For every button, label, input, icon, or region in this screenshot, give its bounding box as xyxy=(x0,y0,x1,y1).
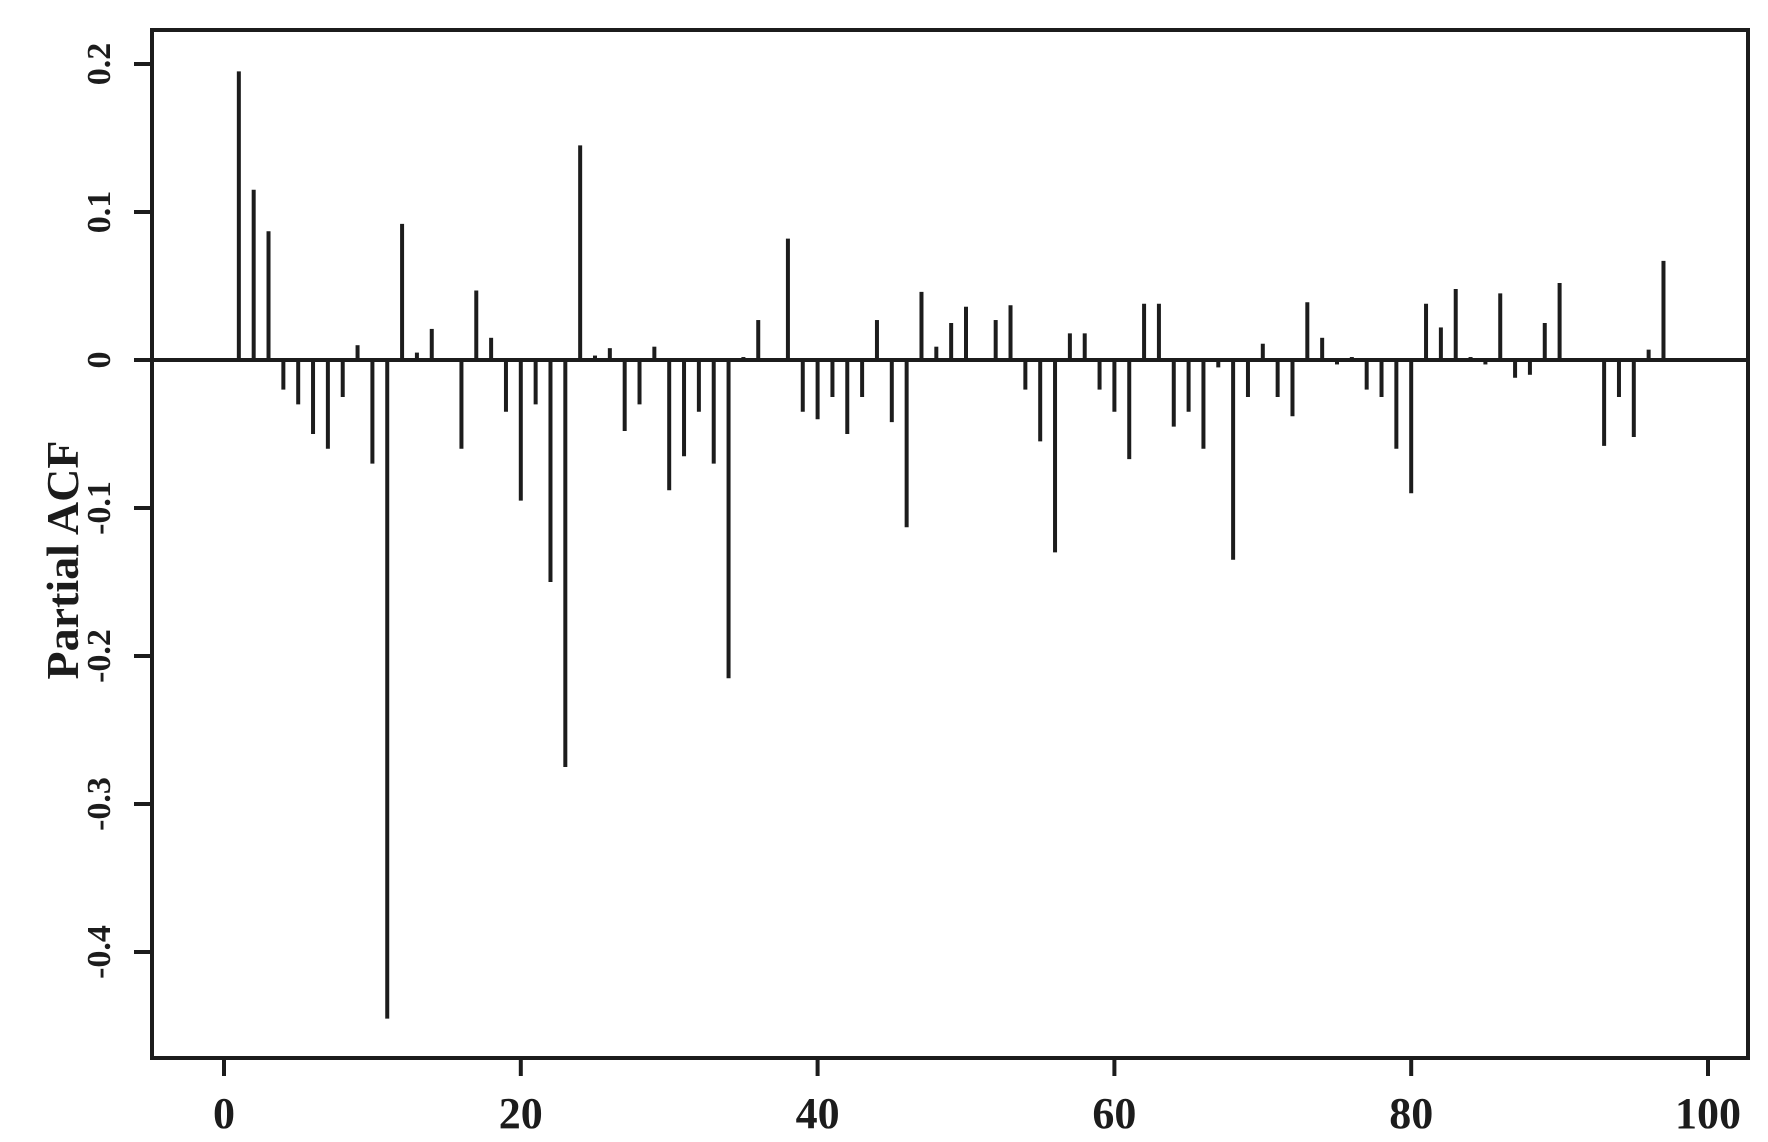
x-tick-label: 100 xyxy=(1675,1089,1741,1138)
y-axis: 0.2 0.1 0 -0.1 -0.2 -0.3 -0.4 xyxy=(81,43,152,979)
x-tick-label: 20 xyxy=(499,1089,543,1138)
y-tick-label: 0.1 xyxy=(81,191,118,234)
y-axis-label: Partial ACF xyxy=(37,441,88,680)
y-tick-label: -0.1 xyxy=(81,481,118,535)
y-tick-label: 0 xyxy=(81,352,118,369)
x-tick-label: 60 xyxy=(1092,1089,1136,1138)
y-tick-label: -0.2 xyxy=(81,629,118,683)
plot-frame xyxy=(150,28,1750,1060)
y-tick-label: 0.2 xyxy=(81,43,118,86)
x-tick-label: 0 xyxy=(213,1089,235,1138)
x-tick-label: 40 xyxy=(796,1089,840,1138)
bars-group xyxy=(236,71,1666,1019)
x-tick-label: 80 xyxy=(1389,1089,1433,1138)
y-tick-label: -0.4 xyxy=(81,925,118,979)
x-axis: 0 20 40 60 80 100 xyxy=(213,1058,1741,1138)
y-tick-label: -0.3 xyxy=(81,777,118,831)
